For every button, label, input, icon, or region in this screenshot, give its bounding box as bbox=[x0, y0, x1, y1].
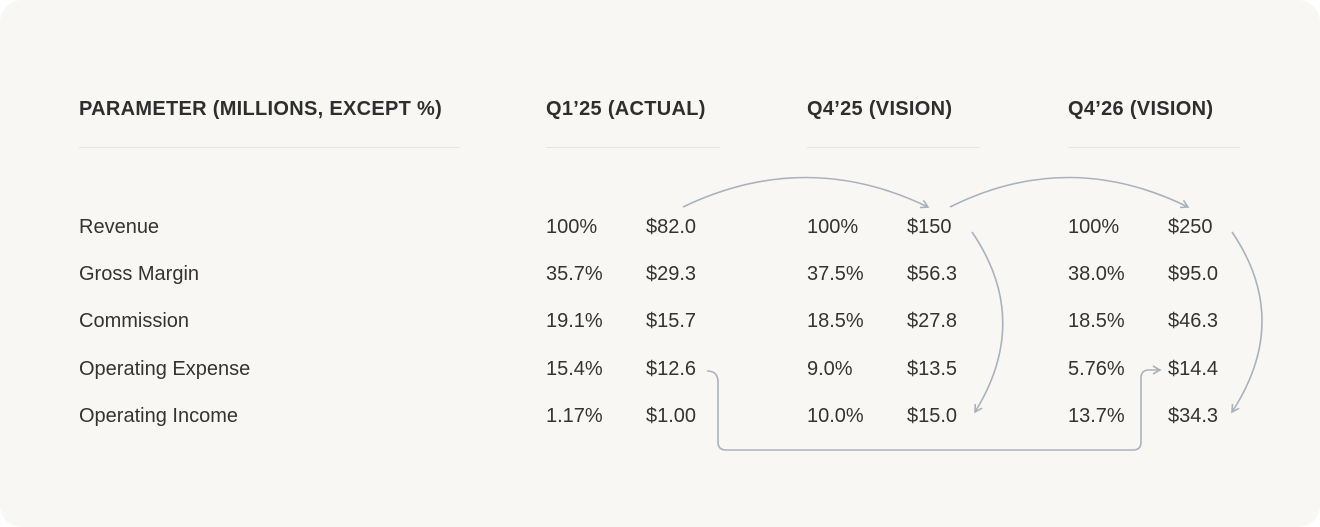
header-rule bbox=[807, 147, 980, 148]
cell-value: 1.17% bbox=[546, 405, 603, 427]
cell-value: $29.3 bbox=[646, 263, 697, 285]
row-label: Gross Margin bbox=[79, 263, 200, 285]
cell-value: $34.3 bbox=[1168, 405, 1219, 427]
cell-value: $46.3 bbox=[1168, 310, 1219, 332]
cell-value: $27.8 bbox=[907, 310, 958, 332]
cell-value: $250 bbox=[1168, 216, 1213, 238]
arrow bbox=[706, 365, 1162, 451]
cell-value: $1.00 bbox=[646, 405, 697, 427]
cell-value: 9.0% bbox=[807, 358, 853, 380]
cell-value: 37.5% bbox=[807, 263, 864, 285]
cell-value: 13.7% bbox=[1068, 405, 1125, 427]
cell-value: 35.7% bbox=[546, 263, 603, 285]
header: Q1’25 (ACTUAL) bbox=[546, 98, 706, 120]
cell-value: $15.0 bbox=[907, 405, 958, 427]
cell-value: 38.0% bbox=[1068, 263, 1125, 285]
cell-value: 18.5% bbox=[1068, 310, 1125, 332]
row-label: Revenue bbox=[79, 216, 160, 238]
row-label: Operating Expense bbox=[79, 358, 251, 380]
cell-value: $14.4 bbox=[1168, 358, 1219, 380]
cell-value: 100% bbox=[546, 216, 598, 238]
arrow bbox=[682, 176, 930, 209]
header: PARAMETER (MILLIONS, EXCEPT %) bbox=[79, 98, 443, 120]
cell-value: 19.1% bbox=[546, 310, 603, 332]
cell-value: $12.6 bbox=[646, 358, 697, 380]
cell-value: 15.4% bbox=[546, 358, 603, 380]
cell-value: 5.76% bbox=[1068, 358, 1125, 380]
cell-value: $95.0 bbox=[1168, 263, 1219, 285]
cell-value: 18.5% bbox=[807, 310, 864, 332]
cell-value: $56.3 bbox=[907, 263, 958, 285]
header: Q4’25 (VISION) bbox=[807, 98, 953, 120]
arrow bbox=[971, 231, 1004, 414]
header-rule bbox=[79, 147, 460, 148]
cell-value: $150 bbox=[907, 216, 952, 238]
row-label: Operating Income bbox=[79, 405, 238, 427]
cell-value: 100% bbox=[1068, 216, 1120, 238]
cell-value: $15.7 bbox=[646, 310, 697, 332]
cell-value: $13.5 bbox=[907, 358, 958, 380]
arrow bbox=[949, 176, 1190, 209]
header-rule bbox=[1068, 147, 1240, 148]
row-label: Commission bbox=[79, 310, 190, 332]
cell-value: $82.0 bbox=[646, 216, 697, 238]
header-rule bbox=[546, 147, 720, 148]
cell-value: 10.0% bbox=[807, 405, 864, 427]
arrow bbox=[1231, 231, 1263, 414]
cell-value: 100% bbox=[807, 216, 859, 238]
header: Q4’26 (VISION) bbox=[1068, 98, 1214, 120]
